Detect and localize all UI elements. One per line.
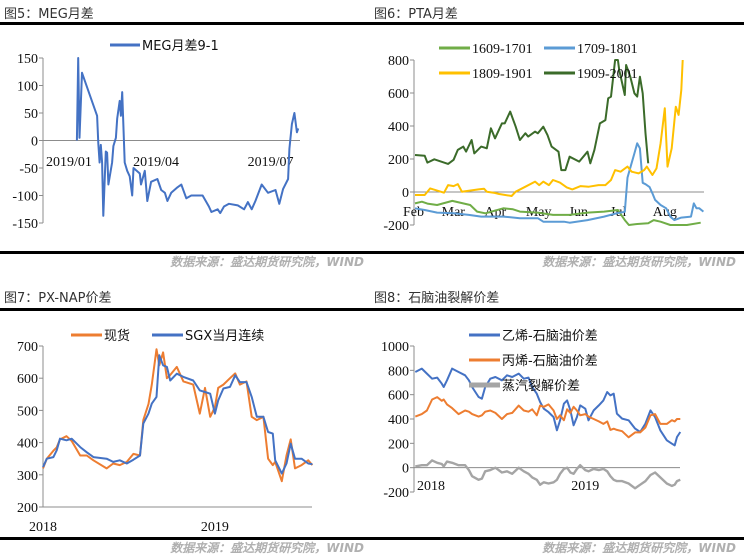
y-tick-label: 700 <box>17 340 38 355</box>
bottom-rule <box>372 537 744 540</box>
series-line-1609-1701 <box>414 199 701 226</box>
y-tick-label: 500 <box>17 404 38 419</box>
x-tick-label: 2019 <box>571 479 599 494</box>
y-tick-label: 200 <box>388 153 409 168</box>
x-tick-label: 2019/04 <box>133 155 179 170</box>
y-tick-label: -200 <box>383 219 409 234</box>
legend-label: 乙烯-石脑油价差 <box>502 329 598 344</box>
legend-label: SGX当月连续 <box>185 328 264 344</box>
series-line-1709-1801 <box>414 142 705 224</box>
bottom-rule <box>0 251 372 254</box>
bottom-rule <box>0 537 372 540</box>
y-tick-label: 600 <box>17 372 38 387</box>
y-tick-label: 1000 <box>381 340 409 355</box>
chart-title: 图8：石脑油裂解价差 <box>374 291 500 306</box>
y-tick-label: -200 <box>383 486 409 501</box>
y-tick-label: 200 <box>17 501 38 516</box>
y-tick-label: 50 <box>24 107 38 122</box>
legend-label: 1809-1901 <box>472 67 533 82</box>
legend-label: 现货 <box>104 328 130 344</box>
y-tick-label: 100 <box>17 80 38 95</box>
chart-title: 图6：PTA月差 <box>374 7 458 22</box>
series-line-乙烯-石脑油价差 <box>414 367 682 447</box>
px-nap-spread-chart: 700 600 500 400 300 200 2018 2019 现货 SGX当月连续 <box>17 328 314 535</box>
y-tick-label: 600 <box>388 389 409 404</box>
legend-label: 1709-1801 <box>577 42 638 57</box>
legend-label: 丙烯-石脑油价差 <box>502 354 598 369</box>
naphtha-crack-spread-chart: 1000 800 600 400 200 0 -200 2018 2019 乙烯-石脑油价差丙烯-… <box>381 329 682 501</box>
x-tick-label: Jun <box>569 205 588 220</box>
top-rule <box>0 22 372 25</box>
source-note: 数据来源：盛达期货研究院，WIND <box>170 541 364 555</box>
source-note: 数据来源：盛达期货研究院，WIND <box>542 255 736 269</box>
series-line-丙烯-石脑油价差 <box>414 396 681 439</box>
series-line-现货 <box>42 348 314 483</box>
x-tick-label: Feb <box>403 205 424 220</box>
y-tick-label: 150 <box>17 52 38 67</box>
y-tick-label: 800 <box>388 54 409 69</box>
y-tick-label: -50 <box>19 162 38 177</box>
legend-label: MEG月差9-1 <box>142 39 219 54</box>
top-rule <box>372 22 744 25</box>
chart-panel-px-nap: 图7：PX-NAP价差 700 600 500 400 300 200 2018 2019 现货… <box>0 277 372 555</box>
series-line-MEG月差9-1 <box>75 57 300 217</box>
y-tick-label: 800 <box>388 364 409 379</box>
source-note: 数据来源：盛达期货研究院，WIND <box>542 541 736 555</box>
chart-panel-meg: 图5：MEG月差 150 100 50 0 -50 -100 -150 2019/01 2019… <box>0 0 372 277</box>
source-note: 数据来源：盛达期货研究院，WIND <box>170 255 364 269</box>
y-tick-label: 600 <box>388 87 409 102</box>
legend-label: 蒸汽裂解价差 <box>502 379 580 394</box>
y-tick-label: 400 <box>17 437 38 452</box>
series-line-1909-2001 <box>414 59 650 172</box>
x-tick-label: 2019/07 <box>248 155 294 170</box>
top-rule <box>372 308 744 311</box>
legend-label: 1609-1701 <box>472 42 533 57</box>
chart-title: 图5：MEG月差 <box>4 7 94 22</box>
y-tick-label: 0 <box>31 135 38 150</box>
chart-title: 图7：PX-NAP价差 <box>4 291 112 306</box>
series-line-SGX当月连续 <box>42 354 313 475</box>
y-tick-label: -150 <box>12 217 38 232</box>
y-tick-label: 0 <box>402 462 409 477</box>
bottom-rule <box>372 251 744 254</box>
x-tick-label: 2018 <box>29 520 57 535</box>
y-tick-label: 0 <box>402 186 409 201</box>
y-tick-label: -100 <box>12 190 38 205</box>
series-line-蒸汽裂解价差 <box>415 459 681 490</box>
top-rule <box>0 308 372 311</box>
x-tick-label: 2019 <box>201 520 229 535</box>
y-tick-label: 400 <box>388 413 409 428</box>
y-tick-label: 400 <box>388 120 409 135</box>
x-tick-label: 2018 <box>417 479 445 494</box>
chart-panel-naphtha-crack: 图8：石脑油裂解价差 1000 800 600 400 200 0 -200 2018 2019… <box>372 277 744 555</box>
y-tick-label: 300 <box>17 469 38 484</box>
y-tick-label: 200 <box>388 437 409 452</box>
series-line-1809-1901 <box>415 59 684 197</box>
chart-panel-pta: 图6：PTA月差 800 600 400 200 0 -200 Feb Mar Apr May Ju… <box>372 0 744 277</box>
x-tick-label: 2019/01 <box>46 155 92 170</box>
legend-label: 1909-2001 <box>577 67 638 82</box>
meg-spread-chart: 150 100 50 0 -50 -100 -150 2019/01 2019/04 2019/0… <box>12 39 300 232</box>
